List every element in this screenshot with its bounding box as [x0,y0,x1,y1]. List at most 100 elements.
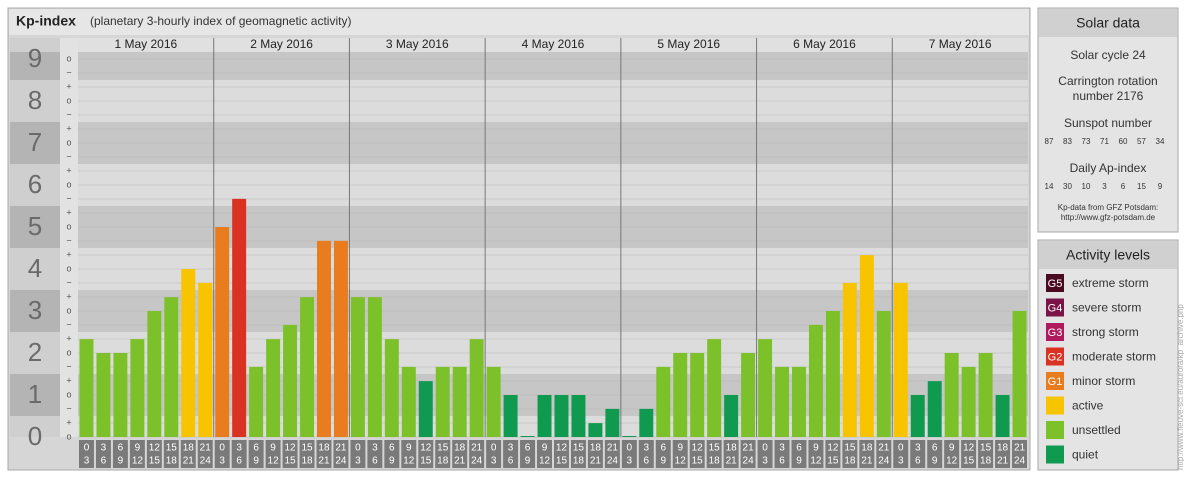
levels-title: Activity levels [1066,247,1150,263]
hour-start: 15 [573,443,585,454]
hour-start: 12 [420,443,432,454]
hour-box [723,440,739,468]
bar [673,353,688,437]
level-label: minor storm [1072,374,1135,388]
hour-start: 6 [525,443,531,454]
bar [893,282,908,437]
source: http://www.gfz-potsdam.de [1061,213,1156,222]
hour-start: 21 [1014,443,1026,454]
bar [113,353,128,437]
hour-box [333,440,349,468]
minor-tick-label: − [66,193,71,203]
hour-box [842,440,858,468]
label-band [10,122,60,164]
level-label: severe storm [1072,301,1141,315]
hour-start: 3 [644,443,650,454]
minor-tick-label: o [66,389,71,399]
sunspot-number: 71 [1100,137,1109,146]
minor-tick-label: + [66,123,71,133]
hour-box [995,440,1011,468]
hour-start: 12 [556,443,568,454]
minor-tick-label: − [66,403,71,413]
minor-tick-label: o [66,263,71,273]
hour-box [961,440,977,468]
hour-box [944,440,960,468]
day-label: 1 May 2016 [114,37,177,51]
solar-panel [1037,7,1179,233]
hour-start: 21 [200,443,212,454]
level-swatch [1046,298,1064,317]
hour-box [401,440,417,468]
hour-box [503,440,519,468]
bar [588,423,603,437]
hour-start: 12 [963,443,975,454]
hour-start: 0 [762,443,768,454]
hour-end: 15 [692,456,704,467]
bar [164,297,179,437]
level-label: extreme storm [1072,276,1149,290]
hour-start: 18 [997,443,1009,454]
bar [96,353,111,437]
label-band [10,290,60,332]
y-tick-label: 9 [28,43,42,73]
hour-end: 12 [539,456,551,467]
bar [249,366,264,437]
side-url: http://www.fleuve-sci.eu/aurora/kp_archi… [1176,304,1184,470]
hour-end: 24 [607,456,619,467]
level-swatch [1046,421,1064,439]
hour-box [774,440,790,468]
hour-box [367,440,383,468]
hour-start: 12 [692,443,704,454]
hour-end: 3 [898,456,904,467]
hour-box [350,440,366,468]
bar [961,366,976,437]
hour-box [129,440,145,468]
hour-box [978,440,994,468]
hour-start: 3 [101,443,107,454]
minor-tick-label: − [66,151,71,161]
hour-box [197,440,213,468]
hour-box [79,440,94,468]
minor-tick-label: + [66,333,71,343]
label-band [10,80,60,122]
hour-box [706,440,722,468]
ap-value: 9 [1158,182,1163,191]
hour-end: 3 [627,456,633,467]
hour-box [791,440,807,468]
hour-start: 18 [861,443,873,454]
hour-start: 21 [607,443,619,454]
hour-box [1012,440,1027,468]
minor-tick-label: − [66,235,71,245]
sunspot-number: 83 [1063,137,1072,146]
hour-end: 3 [355,456,361,467]
hour-start: 3 [236,443,242,454]
hour-start: 9 [677,443,683,454]
ap-value: 6 [1121,182,1126,191]
hour-start: 18 [318,443,330,454]
hour-box [655,440,671,468]
hour-start: 15 [709,443,721,454]
hour-start: 6 [796,443,802,454]
bar [401,366,416,437]
hour-end: 24 [200,456,212,467]
bar [198,282,213,437]
bar [690,353,705,437]
hour-end: 3 [491,456,497,467]
minor-tick-label: o [66,137,71,147]
hour-start: 21 [743,443,755,454]
hour-box [486,440,502,468]
day-label: 4 May 2016 [522,37,585,51]
day-label: 7 May 2016 [929,37,992,51]
hour-start: 3 [779,443,785,454]
hour-box [316,440,332,468]
level-swatch [1046,445,1064,464]
hour-box [248,440,264,468]
y-tick-label: 8 [28,85,42,115]
bar [435,366,450,437]
hour-end: 3 [219,456,225,467]
hour-box [112,440,128,468]
level-badge: G5 [1048,278,1063,290]
hour-start: 21 [878,443,890,454]
hour-start: 6 [253,443,259,454]
bar [808,324,823,437]
